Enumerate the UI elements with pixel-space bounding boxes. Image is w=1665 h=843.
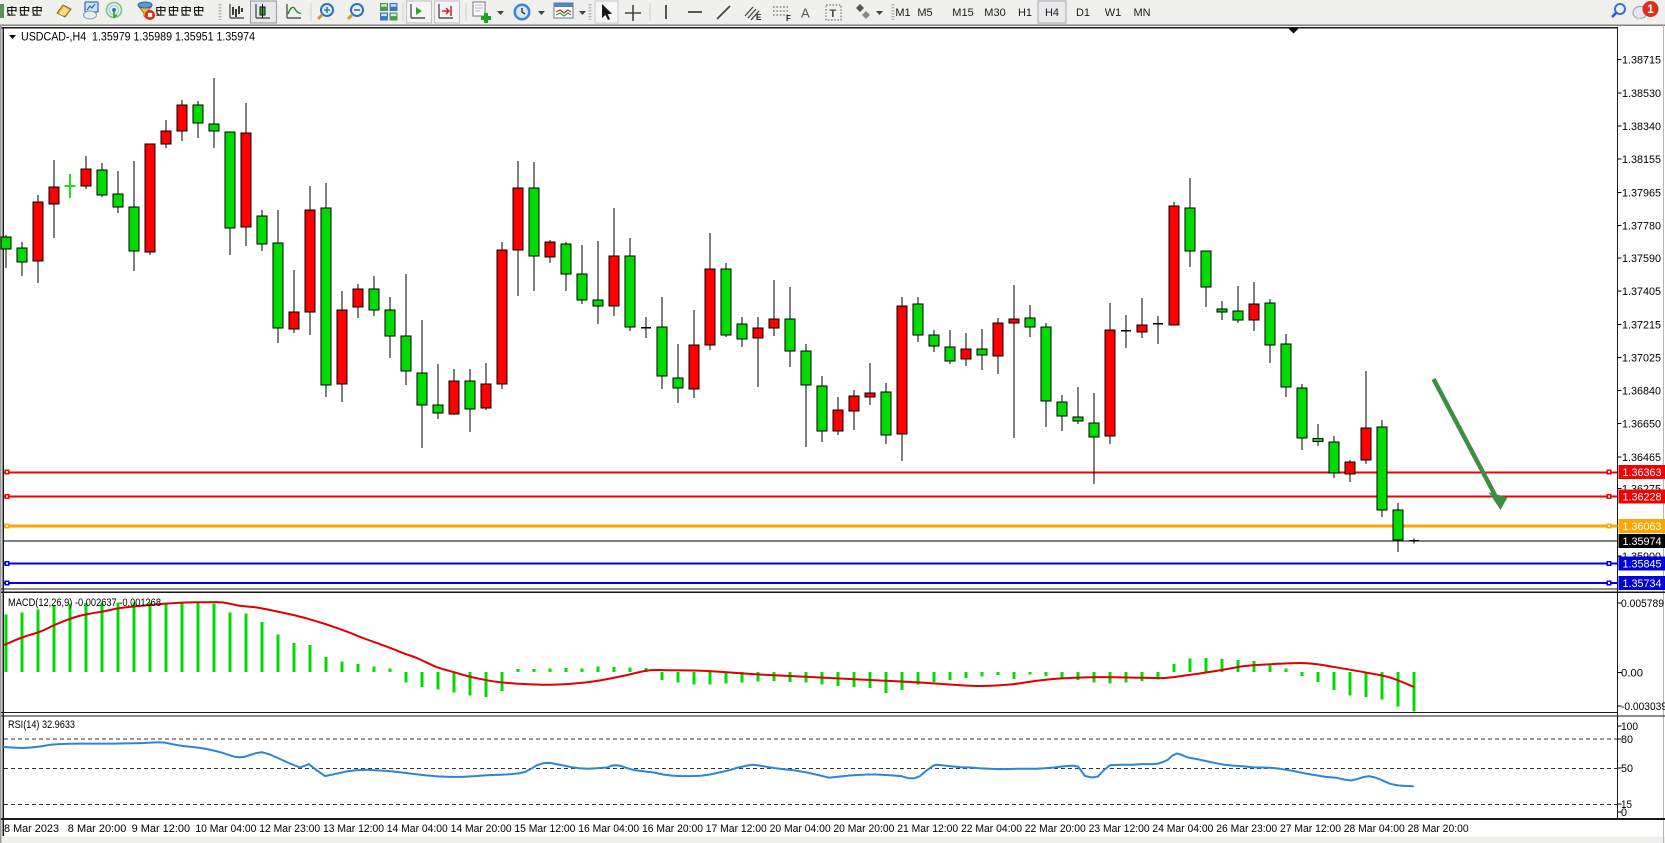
svg-text:10 Mar 04:00: 10 Mar 04:00 <box>195 823 256 835</box>
svg-text:E: E <box>756 13 762 22</box>
svg-text:14 Mar 20:00: 14 Mar 20:00 <box>451 823 512 835</box>
svg-text:1.37405: 1.37405 <box>1622 286 1661 298</box>
svg-text:20 Mar 04:00: 20 Mar 04:00 <box>770 823 831 835</box>
svg-text:H4: H4 <box>1045 7 1059 19</box>
svg-text:1.36465: 1.36465 <box>1622 452 1661 464</box>
svg-text:9 Mar 12:00: 9 Mar 12:00 <box>132 823 191 835</box>
svg-text:28 Mar 20:00: 28 Mar 20:00 <box>1408 823 1469 835</box>
svg-text:1: 1 <box>1647 2 1654 16</box>
svg-text:1.36363: 1.36363 <box>1623 467 1662 479</box>
svg-text:8 Mar 2023: 8 Mar 2023 <box>4 823 59 835</box>
svg-text:21 Mar 12:00: 21 Mar 12:00 <box>897 823 958 835</box>
svg-text:MACD(12,26,9) -0.002637 -0.001: MACD(12,26,9) -0.002637 -0.001268 <box>8 597 161 609</box>
svg-text:17 Mar 12:00: 17 Mar 12:00 <box>706 823 767 835</box>
svg-text:1.37215: 1.37215 <box>1622 319 1661 331</box>
svg-text:0: 0 <box>1621 807 1627 819</box>
svg-text:1.35845: 1.35845 <box>1623 558 1662 570</box>
svg-text:28 Mar 04:00: 28 Mar 04:00 <box>1344 823 1405 835</box>
svg-text:20 Mar 20:00: 20 Mar 20:00 <box>833 823 894 835</box>
svg-text:0.00: 0.00 <box>1621 667 1643 679</box>
svg-text:1.37590: 1.37590 <box>1622 253 1661 265</box>
svg-text:M15: M15 <box>952 7 973 19</box>
svg-text:27 Mar 12:00: 27 Mar 12:00 <box>1280 823 1341 835</box>
svg-text:M30: M30 <box>984 7 1005 19</box>
svg-text:M1: M1 <box>895 7 910 19</box>
svg-text:14 Mar 04:00: 14 Mar 04:00 <box>387 823 448 835</box>
svg-text:15 Mar 12:00: 15 Mar 12:00 <box>514 823 575 835</box>
svg-text:1.37780: 1.37780 <box>1622 220 1661 232</box>
svg-text:W1: W1 <box>1105 7 1122 19</box>
svg-text:1.37965: 1.37965 <box>1622 187 1661 199</box>
svg-text:1.37025: 1.37025 <box>1622 352 1661 364</box>
svg-text:0.005789: 0.005789 <box>1621 598 1664 610</box>
svg-text:23 Mar 12:00: 23 Mar 12:00 <box>1089 823 1150 835</box>
svg-text:50: 50 <box>1621 763 1633 775</box>
svg-text:26 Mar 23:00: 26 Mar 23:00 <box>1216 823 1277 835</box>
svg-text:1.35974: 1.35974 <box>1623 536 1662 548</box>
svg-text:1.38155: 1.38155 <box>1622 154 1661 166</box>
svg-text:15: 15 <box>1621 799 1632 811</box>
svg-text:24 Mar 04:00: 24 Mar 04:00 <box>1152 823 1213 835</box>
svg-text:T: T <box>830 8 837 20</box>
svg-text:22 Mar 04:00: 22 Mar 04:00 <box>961 823 1022 835</box>
svg-text:16 Mar 20:00: 16 Mar 20:00 <box>642 823 703 835</box>
svg-text:1.36840: 1.36840 <box>1622 385 1661 397</box>
svg-text:1.36650: 1.36650 <box>1622 418 1661 430</box>
svg-text:1.38530: 1.38530 <box>1622 88 1661 100</box>
svg-text:1.35734: 1.35734 <box>1623 578 1662 590</box>
svg-text:8 Mar 20:00: 8 Mar 20:00 <box>68 823 127 835</box>
svg-text:M5: M5 <box>917 7 932 19</box>
svg-text:H1: H1 <box>1018 7 1032 19</box>
svg-text:USDCAD-,H4 1.35979 1.35989 1.: USDCAD-,H4 1.35979 1.35989 1.35951 1.359… <box>21 32 256 44</box>
svg-text:1.36228: 1.36228 <box>1623 491 1662 503</box>
svg-text:F: F <box>786 14 791 23</box>
svg-text:RSI(14) 32.9633: RSI(14) 32.9633 <box>8 719 75 731</box>
svg-text:A: A <box>801 6 810 21</box>
svg-text:100: 100 <box>1621 721 1638 733</box>
svg-text:1.36063: 1.36063 <box>1623 521 1662 533</box>
svg-text:-0.003039: -0.003039 <box>1621 701 1665 713</box>
svg-text:80: 80 <box>1621 734 1633 746</box>
svg-text:12 Mar 23:00: 12 Mar 23:00 <box>259 823 320 835</box>
svg-text:22 Mar 20:00: 22 Mar 20:00 <box>1025 823 1086 835</box>
svg-text:D1: D1 <box>1076 7 1090 19</box>
svg-text:MN: MN <box>1133 7 1150 19</box>
svg-text:13 Mar 12:00: 13 Mar 12:00 <box>323 823 384 835</box>
svg-text:16 Mar 04:00: 16 Mar 04:00 <box>578 823 639 835</box>
svg-text:1.38715: 1.38715 <box>1622 54 1661 66</box>
svg-text:1.38340: 1.38340 <box>1622 121 1661 133</box>
